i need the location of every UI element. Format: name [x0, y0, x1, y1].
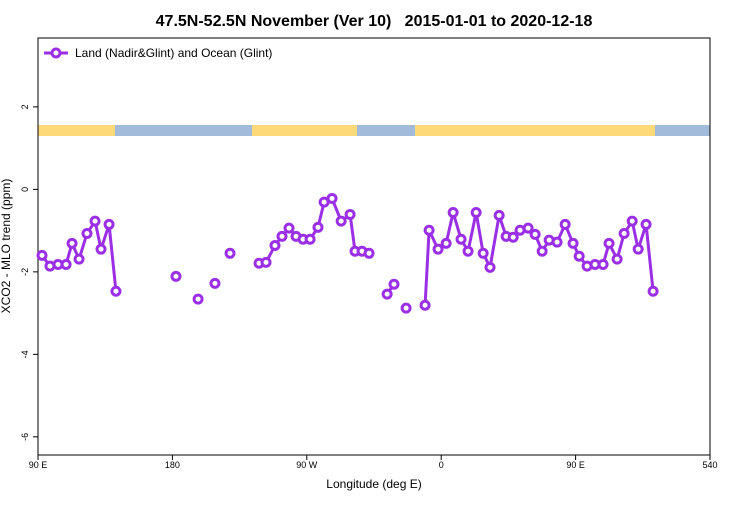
- data-point: [335, 215, 347, 227]
- data-point: [192, 293, 204, 305]
- data-point: [304, 233, 316, 245]
- data-point: [455, 233, 467, 245]
- x-axis-label: Longitude (deg E): [326, 477, 421, 491]
- data-point: [388, 278, 400, 290]
- data-point: [529, 228, 541, 240]
- data-point: [440, 237, 452, 249]
- data-point: [224, 247, 236, 259]
- data-point: [344, 209, 356, 221]
- y-tick-label: -2: [20, 268, 30, 276]
- x-tick-label: 180: [165, 460, 180, 470]
- land-ocean-strip: [38, 125, 710, 136]
- land: [415, 125, 655, 136]
- ocean: [115, 125, 252, 136]
- data-point: [632, 243, 644, 255]
- data-point: [597, 258, 609, 270]
- data-point: [89, 215, 101, 227]
- data-point: [462, 245, 474, 257]
- data-point: [283, 222, 295, 234]
- land: [252, 125, 357, 136]
- data-point: [269, 239, 281, 251]
- data-point: [209, 277, 221, 289]
- data-point: [312, 221, 324, 233]
- x-tick-label: 90 E: [29, 460, 48, 470]
- ocean: [357, 125, 415, 136]
- data-point: [484, 261, 496, 273]
- x-tick-label: 90 E: [566, 460, 585, 470]
- data-point: [536, 245, 548, 257]
- y-tick-label: 2: [20, 104, 30, 109]
- data-point: [447, 206, 459, 218]
- data-point: [381, 288, 393, 300]
- data-point: [110, 285, 122, 297]
- data-point: [618, 228, 630, 240]
- y-tick-label: 0: [20, 187, 30, 192]
- data-point: [363, 247, 375, 259]
- data-point: [567, 237, 579, 249]
- data-point: [103, 218, 115, 230]
- data-point: [551, 236, 563, 248]
- legend-label: Land (Nadir&Glint) and Ocean (Glint): [75, 46, 272, 60]
- x-tick-label: 90 W: [296, 460, 318, 470]
- land: [38, 125, 115, 136]
- data-point: [573, 250, 585, 262]
- data-point: [276, 230, 288, 242]
- data-point: [36, 249, 48, 261]
- data-point: [477, 247, 489, 259]
- data-point: [260, 256, 272, 268]
- plot-frame: [37, 37, 711, 456]
- data-point: [432, 243, 444, 255]
- data-point: [522, 222, 534, 234]
- data-point: [603, 237, 615, 249]
- data-point: [640, 218, 652, 230]
- data-point: [60, 258, 72, 270]
- data-point: [66, 237, 78, 249]
- data-point: [493, 209, 505, 221]
- data-point: [611, 253, 623, 265]
- x-tick-label: 0: [439, 460, 444, 470]
- y-axis-label: XCO2 - MLO trend (ppm): [0, 179, 13, 314]
- ocean: [655, 125, 710, 136]
- data-point: [170, 270, 182, 282]
- data-point: [626, 215, 638, 227]
- data-point: [73, 253, 85, 265]
- data-point: [419, 299, 431, 311]
- data-point: [81, 228, 93, 240]
- data-point: [647, 285, 659, 297]
- legend-marker: [50, 47, 62, 59]
- data-point: [470, 206, 482, 218]
- data-point: [507, 231, 519, 243]
- chart-title: 47.5N-52.5N November (Ver 10) 2015-01-01…: [156, 13, 593, 30]
- y-tick-label: -4: [20, 350, 30, 358]
- data-point: [559, 218, 571, 230]
- x-tick-label: 540: [702, 460, 717, 470]
- y-tick-label: -6: [20, 433, 30, 441]
- data-point: [423, 224, 435, 236]
- data-point: [400, 302, 412, 314]
- data-point: [326, 192, 338, 204]
- data-point: [95, 243, 107, 255]
